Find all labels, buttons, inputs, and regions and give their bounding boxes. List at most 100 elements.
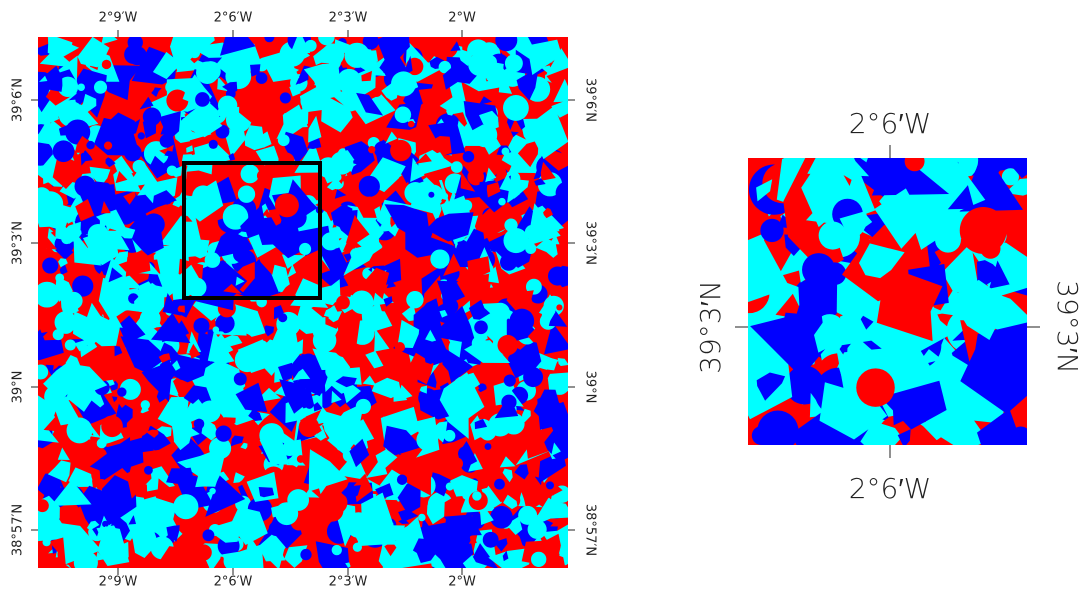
land-cover-patch (205, 252, 221, 268)
land-cover-patch (117, 387, 126, 396)
land-cover-patch (404, 182, 426, 204)
land-cover-patch (204, 453, 222, 471)
land-cover-patch (259, 423, 284, 448)
land-cover-patch (65, 292, 83, 310)
land-cover-patch (216, 426, 232, 442)
land-cover-patch (65, 339, 76, 350)
land-cover-patch (203, 529, 215, 541)
land-cover-patch (275, 502, 298, 525)
land-cover-patch (430, 249, 449, 268)
figure: 2°9′W2°9′W2°6′W2°6′W2°3′W2°3′W2°W2°W39°6… (0, 0, 1087, 592)
land-cover-patch (523, 367, 543, 387)
land-cover-patch (495, 29, 517, 51)
inset-top-label: 2°6′W (849, 107, 932, 140)
land-cover-patch (36, 499, 49, 512)
land-cover-patch (444, 430, 456, 442)
right-label: 38°57′N (583, 504, 598, 556)
land-cover-patch (75, 445, 85, 455)
land-cover-patch (408, 121, 415, 128)
land-cover-patch (446, 482, 454, 490)
land-cover-patch (556, 181, 579, 204)
land-cover-patch (490, 506, 513, 529)
land-cover-patch (486, 227, 494, 235)
left-label: 39°6′N (11, 78, 26, 122)
land-cover-patch (332, 545, 342, 555)
bottom-label: 2°3′W (329, 575, 368, 590)
land-cover-patch (88, 224, 109, 245)
right-label: 39°6′N (583, 78, 598, 122)
land-cover-patch (556, 304, 562, 310)
land-cover-patch (359, 176, 380, 197)
land-cover-patch (321, 232, 339, 250)
bottom-label: 2°W (448, 575, 476, 590)
land-cover-patch (173, 494, 198, 519)
land-cover-patch (856, 368, 895, 407)
main-raster (13, 16, 588, 590)
land-cover-patch (337, 69, 361, 93)
land-cover-patch (171, 230, 177, 236)
land-cover-patch (97, 438, 107, 448)
land-cover-patch (505, 54, 523, 72)
left-label: 39°3′N (11, 221, 26, 265)
land-cover-patch (94, 81, 107, 94)
land-cover-patch (397, 474, 407, 484)
land-cover-patch (264, 32, 274, 42)
land-cover-patch (372, 88, 381, 97)
land-cover-patch (546, 481, 554, 489)
land-cover-patch (406, 291, 423, 308)
land-cover-patch (77, 83, 85, 91)
land-cover-patch (460, 200, 472, 212)
top-label: 2°W (448, 11, 476, 26)
land-cover-patch (501, 395, 516, 410)
land-cover-patch (209, 140, 218, 149)
land-cover-patch (102, 60, 111, 69)
land-cover-patch (960, 207, 1007, 254)
top-label: 2°9′W (99, 11, 138, 26)
land-cover-patch (238, 186, 255, 203)
land-cover-patch (42, 538, 50, 546)
land-cover-patch (494, 479, 505, 490)
land-cover-patch (391, 71, 416, 96)
right-label: 39°3′N (583, 221, 598, 265)
land-cover-patch (451, 161, 463, 173)
land-cover-patch (53, 140, 75, 162)
land-cover-patch (531, 552, 546, 567)
land-cover-patch (368, 146, 375, 153)
land-cover-patch (905, 151, 925, 171)
land-cover-patch (321, 499, 343, 521)
land-cover-patch (802, 253, 835, 286)
land-cover-patch (458, 446, 471, 459)
land-cover-patch (138, 132, 145, 139)
land-cover-patch (318, 29, 334, 45)
land-cover-patch (74, 176, 95, 197)
land-cover-patch (213, 326, 220, 333)
land-cover-patch (330, 151, 353, 174)
land-cover-patch (143, 108, 161, 126)
land-cover-patch (196, 544, 212, 560)
land-cover-patch (344, 43, 369, 68)
land-cover-patch (234, 372, 247, 385)
bottom-label: 2°6′W (214, 575, 253, 590)
land-cover-patch (503, 95, 529, 121)
land-cover-patch (101, 415, 123, 437)
land-cover-patch (441, 193, 448, 200)
inset-left-label: 39°3′N (694, 280, 727, 374)
land-cover-patch (313, 329, 337, 353)
land-cover-patch (278, 153, 294, 169)
land-cover-patch (193, 318, 209, 334)
land-cover-patch (390, 140, 411, 161)
land-cover-patch (280, 92, 291, 103)
land-cover-patch (278, 134, 290, 146)
land-cover-patch (128, 46, 147, 65)
land-cover-patch (504, 375, 516, 387)
land-cover-patch (509, 309, 534, 334)
land-cover-patch (218, 96, 237, 115)
land-cover-patch (498, 198, 506, 206)
land-cover-patch (416, 429, 438, 451)
left-label: 39°N (11, 371, 26, 404)
land-cover-patch (395, 342, 405, 352)
inset-right-label: 39°3′N (1051, 280, 1084, 374)
land-cover-patch (300, 549, 311, 560)
land-cover-patch (297, 455, 305, 463)
top-label: 2°3′W (329, 11, 368, 26)
